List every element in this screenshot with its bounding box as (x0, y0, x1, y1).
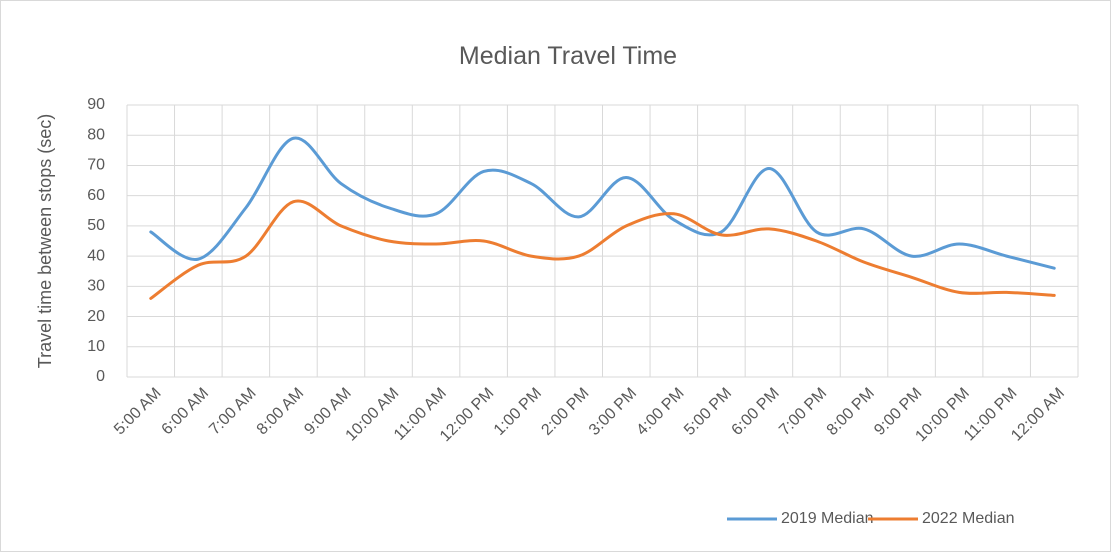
y-axis-label: Travel time between stops (sec) (35, 114, 55, 368)
y-tick-label: 60 (87, 187, 105, 204)
y-tick-label: 20 (87, 308, 105, 325)
y-tick-label: 0 (96, 368, 105, 385)
series-line (149, 136, 1056, 270)
y-tick-label: 90 (87, 96, 105, 113)
y-tick-label: 40 (87, 247, 105, 264)
y-tick-label: 30 (87, 278, 105, 295)
y-tick-label: 80 (87, 126, 105, 143)
chart-title: Median Travel Time (459, 42, 677, 70)
y-tick-label: 10 (87, 338, 105, 355)
legend-label: 2022 Median (922, 510, 1015, 527)
legend-label: 2019 Median (781, 510, 874, 527)
y-tick-label: 50 (87, 217, 105, 234)
series-line (149, 199, 1056, 300)
y-tick-label: 70 (87, 157, 105, 174)
